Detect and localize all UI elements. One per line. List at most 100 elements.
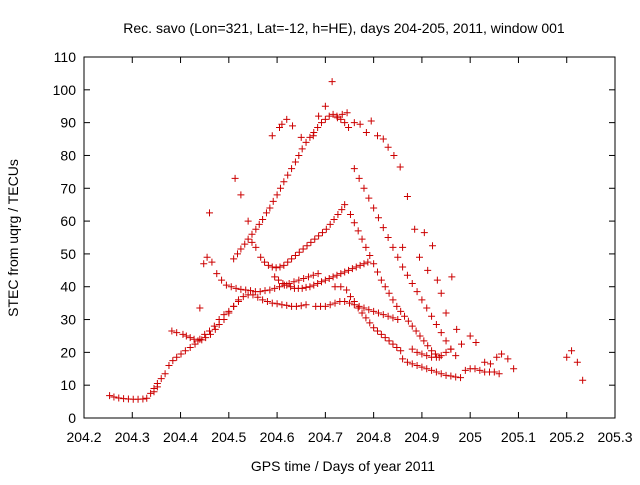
data-point bbox=[490, 368, 498, 376]
data-point bbox=[466, 332, 474, 340]
data-point bbox=[341, 201, 349, 209]
data-point bbox=[198, 336, 206, 344]
data-point bbox=[186, 343, 194, 351]
data-point bbox=[389, 314, 397, 322]
data-point bbox=[211, 325, 219, 333]
data-point bbox=[288, 255, 296, 263]
data-series bbox=[106, 78, 587, 403]
data-point bbox=[177, 350, 185, 358]
data-point bbox=[248, 230, 256, 238]
data-point bbox=[283, 281, 291, 289]
data-point bbox=[272, 264, 280, 272]
data-point bbox=[341, 268, 349, 276]
data-point bbox=[330, 215, 338, 223]
data-point bbox=[278, 120, 286, 128]
data-point bbox=[259, 296, 267, 304]
data-point bbox=[411, 225, 419, 233]
data-point bbox=[418, 296, 426, 304]
data-point bbox=[157, 375, 165, 383]
x-tick-label: 204.8 bbox=[356, 429, 391, 445]
data-point bbox=[306, 283, 314, 291]
data-point bbox=[354, 304, 362, 312]
data-point bbox=[457, 374, 465, 382]
data-point bbox=[341, 297, 349, 305]
x-tick-label: 204.3 bbox=[115, 429, 150, 445]
data-point bbox=[365, 306, 373, 314]
data-point bbox=[563, 353, 571, 361]
data-point bbox=[283, 301, 291, 309]
data-point bbox=[234, 250, 242, 258]
data-point bbox=[394, 316, 402, 324]
data-point bbox=[280, 261, 288, 269]
data-point bbox=[276, 263, 284, 271]
data-point bbox=[244, 235, 252, 243]
data-point bbox=[318, 229, 326, 237]
data-point bbox=[338, 206, 346, 214]
data-point bbox=[234, 296, 242, 304]
data-point bbox=[309, 271, 317, 279]
x-tick-label: 205.3 bbox=[597, 429, 632, 445]
data-point bbox=[373, 327, 381, 335]
data-point bbox=[472, 339, 480, 347]
data-point bbox=[290, 278, 298, 286]
data-point bbox=[448, 273, 456, 281]
data-point bbox=[381, 283, 389, 291]
data-point bbox=[428, 312, 436, 320]
data-point bbox=[370, 324, 378, 332]
data-point bbox=[257, 253, 265, 261]
data-point bbox=[423, 352, 431, 360]
data-point bbox=[373, 132, 381, 140]
data-point bbox=[568, 347, 576, 355]
y-tick-label: 110 bbox=[54, 49, 77, 65]
data-point bbox=[346, 299, 353, 307]
data-point bbox=[314, 279, 322, 287]
data-point bbox=[362, 128, 370, 136]
x-tick-label: 205.2 bbox=[549, 429, 584, 445]
y-tick-label: 100 bbox=[53, 82, 77, 98]
data-point bbox=[280, 178, 288, 186]
y-tick-label: 20 bbox=[60, 344, 76, 360]
x-tick-label: 204.4 bbox=[163, 429, 198, 445]
data-point bbox=[345, 266, 353, 274]
data-point bbox=[403, 358, 411, 366]
data-point bbox=[476, 366, 484, 374]
data-point bbox=[423, 365, 431, 373]
data-point bbox=[227, 283, 235, 291]
data-point bbox=[389, 296, 397, 304]
data-point bbox=[345, 124, 353, 132]
data-point bbox=[379, 224, 387, 232]
data-point bbox=[110, 393, 118, 401]
data-point bbox=[337, 115, 345, 123]
data-point bbox=[276, 283, 284, 291]
data-point bbox=[328, 78, 336, 86]
data-point bbox=[106, 392, 114, 400]
data-point bbox=[374, 309, 382, 317]
data-point bbox=[333, 114, 341, 122]
y-tick-label: 50 bbox=[60, 246, 76, 262]
data-point bbox=[348, 265, 356, 273]
x-tick-label: 204.5 bbox=[211, 429, 246, 445]
data-point bbox=[413, 348, 421, 356]
data-point bbox=[370, 307, 378, 315]
data-point bbox=[431, 350, 439, 358]
data-point bbox=[457, 340, 465, 348]
x-tick-label: 204.2 bbox=[66, 429, 101, 445]
data-point bbox=[329, 110, 337, 118]
data-point bbox=[404, 317, 412, 325]
data-point bbox=[352, 263, 360, 271]
data-point bbox=[377, 330, 385, 338]
data-point bbox=[447, 345, 455, 353]
data-point bbox=[231, 174, 239, 182]
data-point bbox=[393, 343, 401, 351]
data-point bbox=[333, 271, 341, 279]
data-point bbox=[306, 133, 314, 141]
data-point bbox=[295, 276, 303, 284]
data-point bbox=[399, 263, 407, 271]
data-point bbox=[394, 253, 402, 261]
data-point bbox=[303, 242, 311, 250]
data-point bbox=[241, 240, 249, 248]
data-point bbox=[262, 209, 270, 217]
data-point bbox=[255, 220, 263, 228]
